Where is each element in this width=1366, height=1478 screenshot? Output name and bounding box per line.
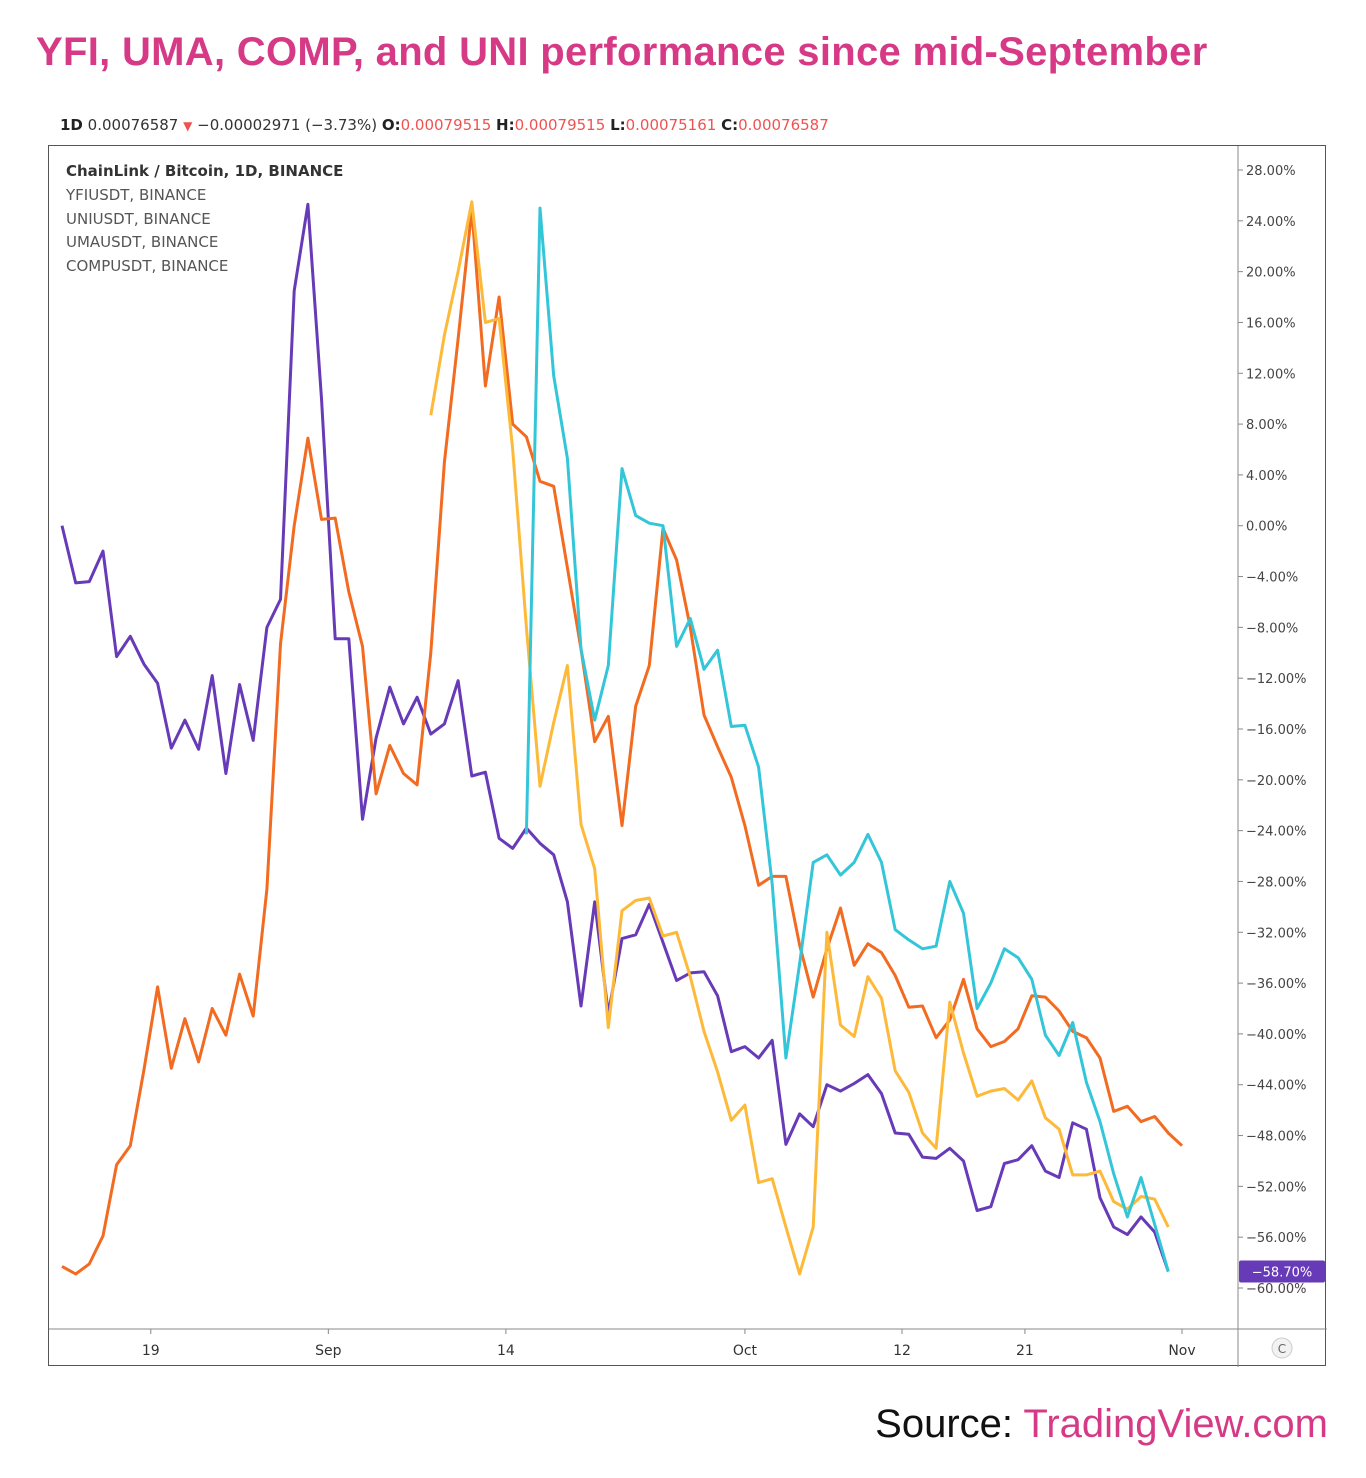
y-tick-label: −12.00% <box>1246 672 1306 687</box>
down-triangle-icon: ▼ <box>183 119 193 133</box>
low-label: L: <box>610 116 626 134</box>
y-tick-label: −28.00% <box>1246 875 1306 890</box>
interval-label[interactable]: 1D <box>60 116 83 134</box>
series-line-0[interactable] <box>60 202 1170 1272</box>
series-line-1[interactable] <box>61 207 1184 1276</box>
last-value-label: −58.70% <box>1239 1260 1325 1283</box>
last-value-text: −58.70% <box>1252 1266 1312 1281</box>
y-tick-label: −8.00% <box>1246 621 1298 636</box>
legend-symbol-comp: COMPUSDT, BINANCE <box>66 257 228 275</box>
high-value: 0.00079515 <box>514 116 606 134</box>
y-tick-label: −52.00% <box>1246 1180 1306 1195</box>
x-tick-label: 14 <box>497 1343 515 1359</box>
low-value: 0.00075161 <box>625 116 717 134</box>
ohlc-readout: 1D 0.00076587 ▼ −0.00002971 (−3.73%) O:0… <box>60 116 829 134</box>
y-tick-label: −56.00% <box>1246 1231 1306 1246</box>
high-label: H: <box>496 116 515 134</box>
price-change: −0.00002971 (−3.73%) <box>197 116 378 134</box>
y-tick-label: 28.00% <box>1246 164 1296 179</box>
y-tick-label: 12.00% <box>1246 367 1296 382</box>
source-label: Source: <box>875 1402 1014 1446</box>
y-tick-label: 24.00% <box>1246 215 1296 230</box>
y-tick-label: 16.00% <box>1246 316 1296 331</box>
y-tick-label: −4.00% <box>1246 571 1298 586</box>
x-tick-label: 21 <box>1016 1343 1034 1359</box>
symbol-legend: ChainLink / Bitcoin, 1D, BINANCE YFIUSDT… <box>65 162 343 275</box>
legend-symbol-uni: UNIUSDT, BINANCE <box>66 210 211 228</box>
y-tick-label: 8.00% <box>1246 418 1287 433</box>
time-axis[interactable]: 19 Sep 14 Oct 12 21 Nov <box>142 1329 1196 1359</box>
y-tick-label: −36.00% <box>1246 977 1306 992</box>
line-chart[interactable]: 28.00% 24.00% 20.00% 16.00% 12.00% 8.00% 4.00%… <box>49 146 1327 1367</box>
x-tick-label: Oct <box>733 1343 758 1359</box>
chart-frame[interactable]: 28.00% 24.00% 20.00% 16.00% 12.00% 8.00% 4.00%… <box>48 145 1327 1367</box>
legend-symbol-yfi: YFIUSDT, BINANCE <box>65 186 206 204</box>
y-tick-label: −32.00% <box>1246 926 1306 941</box>
y-tick-label: −16.00% <box>1246 723 1306 738</box>
series-layer <box>60 200 1184 1276</box>
y-tick-label: −60.00% <box>1246 1282 1306 1297</box>
y-tick-label: −24.00% <box>1246 825 1306 840</box>
auto-scale-label: C <box>1278 1342 1286 1356</box>
source-credit: Source: TradingView.com <box>875 1402 1328 1447</box>
last-price: 0.00076587 <box>87 116 179 134</box>
headline: YFI, UMA, COMP, and UNI performance sinc… <box>36 30 1208 74</box>
y-tick-label: −20.00% <box>1246 774 1306 789</box>
legend-symbol-uma: UMAUSDT, BINANCE <box>66 233 218 251</box>
x-tick-label: Nov <box>1168 1343 1195 1359</box>
source-site: TradingView.com <box>1023 1402 1328 1446</box>
y-tick-label: 20.00% <box>1246 266 1296 281</box>
y-tick-label: 4.00% <box>1246 469 1287 484</box>
legend-symbol-main: ChainLink / Bitcoin, 1D, BINANCE <box>66 162 343 180</box>
series-line-2[interactable] <box>429 200 1170 1276</box>
x-tick-label: 12 <box>893 1343 911 1359</box>
open-label: O: <box>381 116 401 134</box>
close-value: 0.00076587 <box>738 116 829 134</box>
y-tick-label: −48.00% <box>1246 1130 1306 1145</box>
price-axis[interactable]: 28.00% 24.00% 20.00% 16.00% 12.00% 8.00% 4.00%… <box>1238 164 1306 1297</box>
x-tick-label: 19 <box>142 1343 160 1359</box>
close-label: C: <box>721 116 739 134</box>
y-tick-label: −40.00% <box>1246 1028 1306 1043</box>
series-line-3[interactable] <box>524 206 1170 1272</box>
y-tick-label: 0.00% <box>1246 520 1287 535</box>
open-value: 0.00079515 <box>400 116 492 134</box>
x-tick-label: Sep <box>315 1343 342 1359</box>
y-tick-label: −44.00% <box>1246 1079 1306 1094</box>
auto-scale-button[interactable]: C <box>1271 1337 1293 1359</box>
